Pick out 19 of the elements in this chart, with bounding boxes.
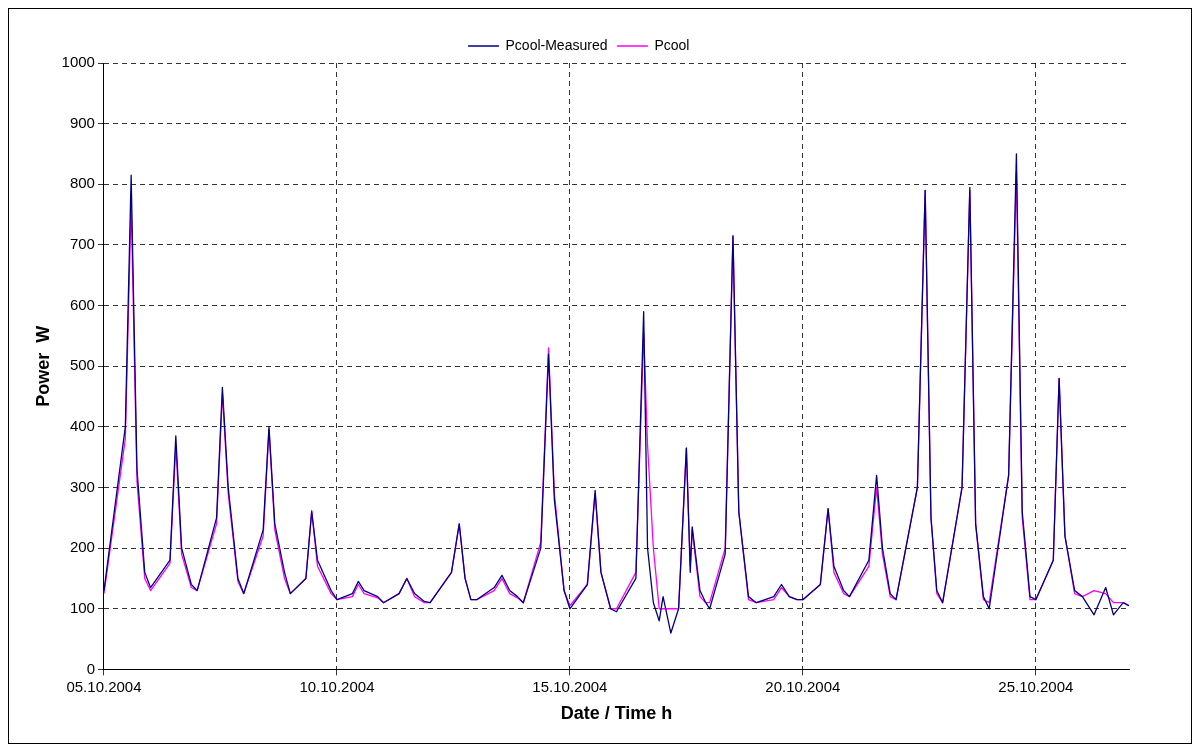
legend-label: Pcool [654, 36, 690, 53]
y-tick-label: 0 [86, 659, 95, 677]
x-tick-label: 20.10.2004 [765, 677, 841, 695]
legend-label: Pcool-Measured [505, 36, 608, 53]
y-tick-label: 700 [69, 235, 95, 253]
y-tick-label: 500 [69, 356, 95, 374]
y-tick-label: 1000 [61, 53, 95, 71]
x-tick-label: 10.10.2004 [299, 677, 375, 695]
y-tick-label: 300 [69, 477, 95, 495]
x-tick-label: 05.10.2004 [66, 677, 142, 695]
y-tick-label: 200 [69, 538, 95, 556]
y-tick-label: 100 [69, 598, 95, 616]
x-tick-label: 15.10.2004 [532, 677, 608, 695]
y-tick-label: 900 [69, 113, 95, 131]
x-tick-label: 25.10.2004 [998, 677, 1074, 695]
y-axis-title: Power W [32, 325, 53, 407]
y-tick-label: 400 [69, 416, 95, 434]
y-tick-label: 800 [69, 174, 95, 192]
y-tick-label: 600 [69, 295, 95, 313]
